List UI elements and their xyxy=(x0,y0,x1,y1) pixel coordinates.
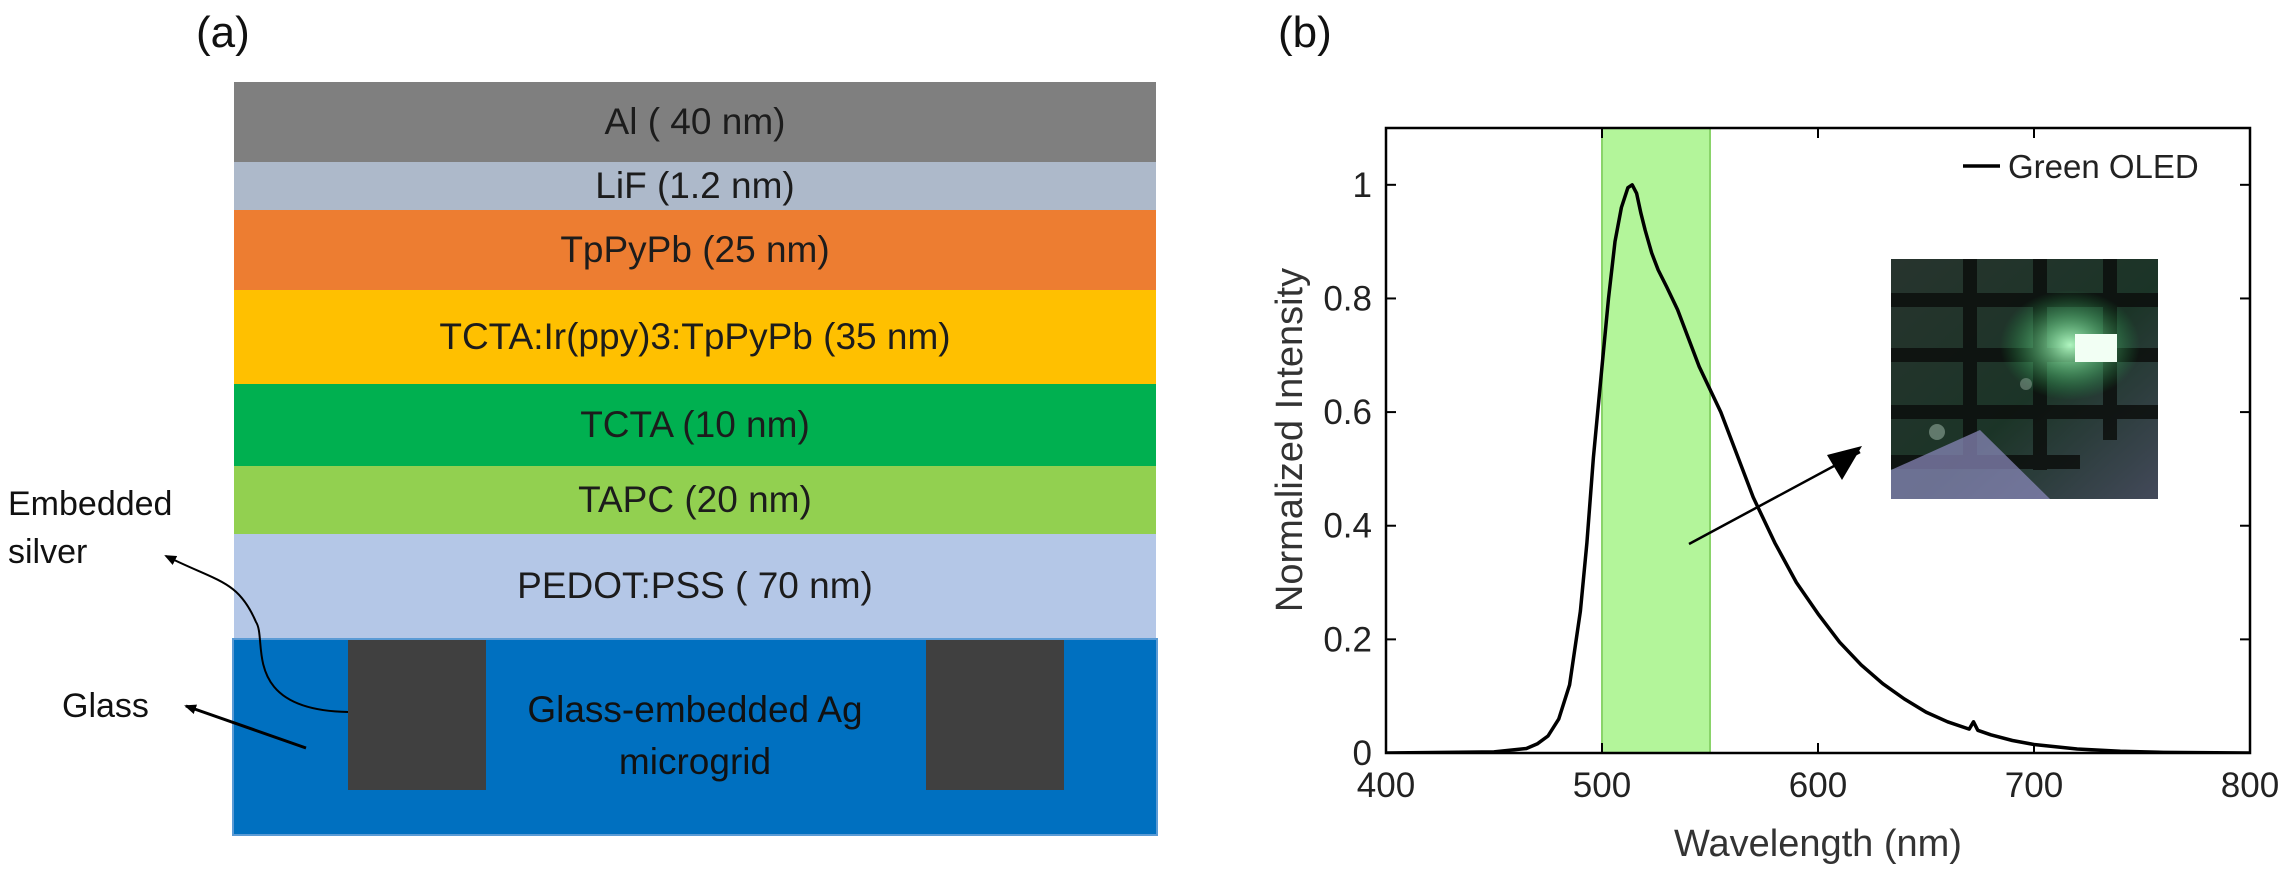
layer-tcta: TCTA (10 nm) xyxy=(234,384,1156,466)
substrate-label-line2: microgrid xyxy=(618,741,772,782)
layer-tapc: TAPC (20 nm) xyxy=(234,466,1156,534)
y-tick-label: 0.4 xyxy=(1323,507,1372,546)
highlight-band xyxy=(1601,127,1711,754)
annotation-arrows xyxy=(164,555,349,750)
y-tick-label: 0.8 xyxy=(1323,279,1372,318)
series-line-0 xyxy=(1386,183,2250,753)
silver-grid-left xyxy=(348,640,486,790)
x-tick-label: 600 xyxy=(1789,766,1847,805)
glass-arrow xyxy=(184,704,307,750)
x-tick-label: 700 xyxy=(2005,766,2063,805)
substrate-label-line1: Glass-embedded Ag xyxy=(527,689,863,730)
layer-pedot-label: PEDOT:PSS ( 70 nm) xyxy=(517,565,873,606)
x-tick-label: 500 xyxy=(1573,766,1631,805)
inset-arrow xyxy=(1688,450,1861,546)
glass-label: Glass xyxy=(62,687,149,725)
legend: Green OLED xyxy=(1963,148,2199,185)
embedded-silver-line2: silver xyxy=(8,533,88,571)
silver-grid-right xyxy=(926,640,1064,790)
layer-tppypb-label: TpPyPb (25 nm) xyxy=(560,229,830,270)
layer-pedot: PEDOT:PSS ( 70 nm) xyxy=(234,534,1156,638)
layer-emission: TCTA:Ir(ppy)3:TpPyPb (35 nm) xyxy=(234,290,1156,384)
layer-emission-label: TCTA:Ir(ppy)3:TpPyPb (35 nm) xyxy=(439,316,951,357)
spectrum-panel: (b) 400 500 600 700 800 0 0.2 0.4 0.6 0.8 1 Wavele… xyxy=(1180,0,2289,875)
y-tick-label: 0 xyxy=(1353,734,1372,773)
substrate-label: Glass-embedded Ag microgrid xyxy=(440,684,950,788)
x-axis-label: Wavelength (nm) xyxy=(1674,823,1962,865)
layer-al-label: Al ( 40 nm) xyxy=(604,101,786,142)
layer-al: Al ( 40 nm) xyxy=(234,82,1156,162)
panel-b-label: (b) xyxy=(1278,8,1332,57)
y-tick-label: 0.6 xyxy=(1323,393,1372,432)
y-tick-label: 1 xyxy=(1353,166,1372,205)
embedded-silver-line1: Embedded xyxy=(8,485,173,523)
layer-tapc-label: TAPC (20 nm) xyxy=(578,479,812,520)
x-tick-label: 400 xyxy=(1357,766,1415,805)
x-tick-label: 800 xyxy=(2221,766,2279,805)
legend-label: Green OLED xyxy=(2008,148,2199,185)
embedded-silver-label: Embedded silver xyxy=(8,480,172,576)
y-tick-label: 0.2 xyxy=(1323,620,1372,659)
inset-photo xyxy=(1891,259,2158,499)
layer-lif-label: LiF (1.2 nm) xyxy=(595,165,795,206)
inset-arrow-head xyxy=(1827,446,1862,480)
layer-tcta-label: TCTA (10 nm) xyxy=(580,404,810,445)
panel-a-label: (a) xyxy=(196,8,250,57)
device-structure-panel: (a) Al ( 40 nm) LiF (1.2 nm) TpPyPb (25 … xyxy=(8,8,1158,836)
layer-tppypb: TpPyPb (25 nm) xyxy=(234,210,1156,290)
y-axis-label: Normalized Intensity xyxy=(1269,268,1311,612)
spectrum-chart: 400 500 600 700 800 0 0.2 0.4 0.6 0.8 1 Wavelength… xyxy=(1269,126,2279,865)
layer-lif: LiF (1.2 nm) xyxy=(234,162,1156,210)
lit-pixel xyxy=(2075,334,2117,362)
embedded-silver-arrow xyxy=(164,555,349,713)
